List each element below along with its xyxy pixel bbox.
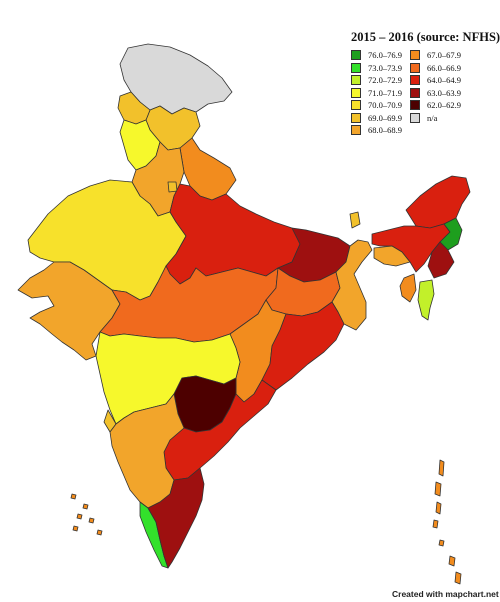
- island-shape: [435, 501, 442, 515]
- island-shape: [96, 529, 103, 536]
- legend-swatch: [410, 62, 420, 73]
- legend-item: 62.0–62.9: [410, 99, 461, 112]
- legend-swatch: [351, 87, 361, 98]
- island-shape: [88, 517, 95, 524]
- map-legend: 2015 – 2016 (source: NFHS) 76.0–76.9 73.0…: [351, 30, 500, 137]
- legend-label: 63.0–63.9: [427, 87, 461, 98]
- legend-column-right: 67.0–67.9 66.0–66.9 64.0–64.9 63.0–63.9 62.0…: [410, 49, 461, 137]
- legend-item: 72.0–72.9: [351, 74, 402, 87]
- legend-swatch: [351, 112, 361, 123]
- legend-label: 71.0–71.9: [368, 87, 402, 98]
- region-delhi: [167, 181, 178, 193]
- legend-item: 66.0–66.9: [410, 62, 461, 75]
- legend-title: 2015 – 2016 (source: NFHS): [351, 30, 500, 44]
- legend-swatch: [410, 50, 420, 61]
- legend-label: n/a: [427, 112, 438, 123]
- credit-text: Created with mapchart.net: [392, 589, 499, 599]
- legend-item: 69.0–69.9: [351, 112, 402, 125]
- island-shape: [70, 493, 77, 500]
- legend-label: 66.0–66.9: [427, 62, 461, 73]
- region-andaman-nicobar: [432, 459, 462, 585]
- legend-item: n/a: [410, 112, 461, 125]
- region-karnataka: [109, 393, 185, 509]
- region-lakshadweep: [70, 493, 103, 536]
- region-nagaland: [439, 217, 463, 251]
- legend-item: 63.0–63.9: [410, 87, 461, 100]
- legend-item: 76.0–76.9: [351, 49, 402, 62]
- region-mizoram: [417, 279, 435, 321]
- legend-swatch: [351, 100, 361, 111]
- legend-item: 64.0–64.9: [410, 74, 461, 87]
- legend-swatch: [410, 75, 420, 86]
- region-arunachal-pradesh: [405, 175, 471, 229]
- legend-swatch: [351, 50, 361, 61]
- region-sikkim: [349, 211, 361, 229]
- legend-label: 68.0–68.9: [368, 125, 402, 136]
- legend-label: 70.0–70.9: [368, 100, 402, 111]
- legend-swatch: [410, 112, 420, 123]
- legend-column-left: 76.0–76.9 73.0–73.9 72.0–72.9 71.0–71.9 70.0…: [351, 49, 402, 137]
- legend-label: 73.0–73.9: [368, 62, 402, 73]
- region-tripura: [399, 273, 417, 303]
- island-shape: [76, 513, 83, 520]
- legend-item: 70.0–70.9: [351, 99, 402, 112]
- island-shape: [432, 519, 439, 529]
- legend-item: 71.0–71.9: [351, 87, 402, 100]
- island-shape: [454, 571, 462, 585]
- legend-columns: 76.0–76.9 73.0–73.9 72.0–72.9 71.0–71.9 70.0…: [351, 49, 496, 137]
- legend-item: 73.0–73.9: [351, 62, 402, 75]
- legend-item: 67.0–67.9: [410, 49, 461, 62]
- legend-swatch: [351, 125, 361, 136]
- island-shape: [434, 481, 442, 497]
- island-shape: [438, 539, 445, 547]
- legend-swatch: [351, 75, 361, 86]
- region-odisha: [261, 301, 345, 391]
- legend-label: 69.0–69.9: [368, 112, 402, 123]
- legend-item: 68.0–68.9: [351, 124, 402, 137]
- legend-label: 72.0–72.9: [368, 75, 402, 86]
- region-meghalaya: [373, 245, 411, 267]
- legend-label: 76.0–76.9: [368, 50, 402, 61]
- legend-label: 67.0–67.9: [427, 50, 461, 61]
- legend-swatch: [410, 87, 420, 98]
- island-shape: [448, 555, 456, 567]
- region-uttarakhand: [179, 137, 237, 201]
- region-gujarat: [17, 261, 121, 361]
- region-manipur: [427, 241, 455, 279]
- island-shape: [438, 459, 445, 477]
- region-west-bengal: [331, 239, 373, 331]
- legend-label: 64.0–64.9: [427, 75, 461, 86]
- island-shape: [82, 503, 89, 510]
- legend-label: 62.0–62.9: [427, 100, 461, 111]
- region-tamil-nadu: [147, 467, 205, 569]
- island-shape: [72, 525, 79, 532]
- legend-swatch: [410, 100, 420, 111]
- legend-swatch: [351, 62, 361, 73]
